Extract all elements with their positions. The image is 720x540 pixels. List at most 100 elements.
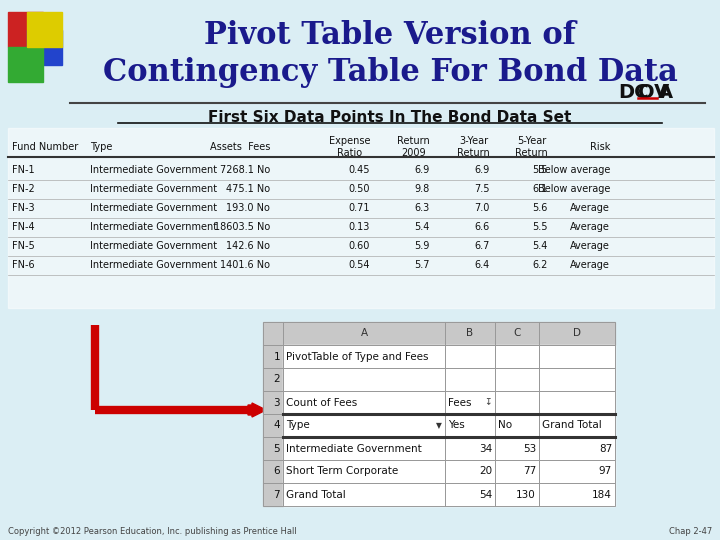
Bar xyxy=(539,437,615,460)
Bar xyxy=(263,460,283,483)
Text: Intermediate Government: Intermediate Government xyxy=(90,260,217,270)
Bar xyxy=(445,460,495,483)
Text: Type: Type xyxy=(90,142,112,152)
Bar xyxy=(445,391,495,414)
Text: 7.0: 7.0 xyxy=(474,203,490,213)
Text: FN-4: FN-4 xyxy=(12,222,35,232)
Bar xyxy=(539,391,615,414)
Bar xyxy=(283,391,445,414)
Text: FN-1: FN-1 xyxy=(12,165,35,175)
Text: 3-Year
Return: 3-Year Return xyxy=(457,136,490,158)
Text: FN-6: FN-6 xyxy=(12,260,35,270)
Bar xyxy=(283,483,445,506)
Bar xyxy=(283,414,445,437)
Text: 0.71: 0.71 xyxy=(348,203,370,213)
Bar xyxy=(283,460,445,483)
Bar xyxy=(495,322,539,345)
Text: 6.1: 6.1 xyxy=(533,184,548,194)
Bar xyxy=(495,391,539,414)
Bar xyxy=(539,437,615,460)
Bar xyxy=(283,460,445,483)
Text: 5.5: 5.5 xyxy=(533,165,548,175)
Bar xyxy=(283,322,445,345)
Bar xyxy=(539,368,615,391)
Text: Below average: Below average xyxy=(538,165,610,175)
Bar xyxy=(539,483,615,506)
Text: 54: 54 xyxy=(479,489,492,500)
Text: D: D xyxy=(573,328,581,339)
Bar xyxy=(445,345,495,368)
Bar xyxy=(445,368,495,391)
Text: Average: Average xyxy=(570,203,610,213)
Bar xyxy=(263,483,283,506)
Text: Fees: Fees xyxy=(448,397,472,408)
Text: Grand Total: Grand Total xyxy=(286,489,346,500)
Text: 0.54: 0.54 xyxy=(348,260,370,270)
Text: PivotTable of Type and Fees: PivotTable of Type and Fees xyxy=(286,352,428,361)
Bar xyxy=(539,322,615,345)
FancyArrow shape xyxy=(248,403,266,417)
Text: Yes: Yes xyxy=(448,421,464,430)
Bar xyxy=(495,368,539,391)
Text: 6.9: 6.9 xyxy=(474,165,490,175)
Text: 7.5: 7.5 xyxy=(474,184,490,194)
Text: 5.4: 5.4 xyxy=(533,241,548,251)
Text: Average: Average xyxy=(570,222,610,232)
Text: Type: Type xyxy=(286,421,310,430)
Bar xyxy=(263,368,283,391)
Bar xyxy=(495,345,539,368)
Text: 5-Year
Return: 5-Year Return xyxy=(516,136,548,158)
Text: C: C xyxy=(513,328,521,339)
Bar xyxy=(495,414,539,437)
Bar xyxy=(495,414,539,437)
Text: 5: 5 xyxy=(274,443,280,454)
Bar xyxy=(263,345,283,368)
Text: DC: DC xyxy=(618,84,649,103)
Bar xyxy=(495,345,539,368)
Bar xyxy=(27,12,62,47)
Bar xyxy=(283,437,445,460)
Text: No: No xyxy=(498,421,512,430)
Bar xyxy=(445,322,495,345)
Text: 34: 34 xyxy=(479,443,492,454)
Bar xyxy=(445,437,495,460)
Text: 6.4: 6.4 xyxy=(474,260,490,270)
Bar xyxy=(539,322,615,345)
Text: 6: 6 xyxy=(274,467,280,476)
Bar xyxy=(445,460,495,483)
Bar xyxy=(283,345,445,368)
Bar xyxy=(539,368,615,391)
Text: 6.2: 6.2 xyxy=(533,260,548,270)
Text: 5.6: 5.6 xyxy=(533,203,548,213)
Text: 3: 3 xyxy=(274,397,280,408)
Bar xyxy=(539,460,615,483)
Text: Contingency Table For Bond Data: Contingency Table For Bond Data xyxy=(102,57,678,87)
Text: Expense
Ratio: Expense Ratio xyxy=(328,136,370,158)
Bar xyxy=(8,47,43,82)
Text: 193.0 No: 193.0 No xyxy=(226,203,270,213)
Bar xyxy=(263,322,283,345)
Text: FN-2: FN-2 xyxy=(12,184,35,194)
Text: 5.5: 5.5 xyxy=(533,222,548,232)
Bar xyxy=(263,437,283,460)
Text: ▼: ▼ xyxy=(436,421,442,430)
Text: Chap 2-47: Chap 2-47 xyxy=(669,528,712,537)
Text: 20: 20 xyxy=(479,467,492,476)
Bar xyxy=(445,345,495,368)
Bar xyxy=(8,128,714,308)
Bar xyxy=(263,483,283,506)
Bar xyxy=(539,391,615,414)
Text: 475.1 No: 475.1 No xyxy=(226,184,270,194)
Bar xyxy=(495,437,539,460)
Bar xyxy=(27,30,62,65)
Text: 5.9: 5.9 xyxy=(415,241,430,251)
Text: 0.50: 0.50 xyxy=(348,184,370,194)
Bar xyxy=(445,391,495,414)
Text: 4: 4 xyxy=(274,421,280,430)
Text: Intermediate Government: Intermediate Government xyxy=(90,203,217,213)
Bar xyxy=(495,483,539,506)
Bar xyxy=(539,345,615,368)
Bar xyxy=(495,460,539,483)
Bar xyxy=(445,414,495,437)
Text: FN-3: FN-3 xyxy=(12,203,35,213)
